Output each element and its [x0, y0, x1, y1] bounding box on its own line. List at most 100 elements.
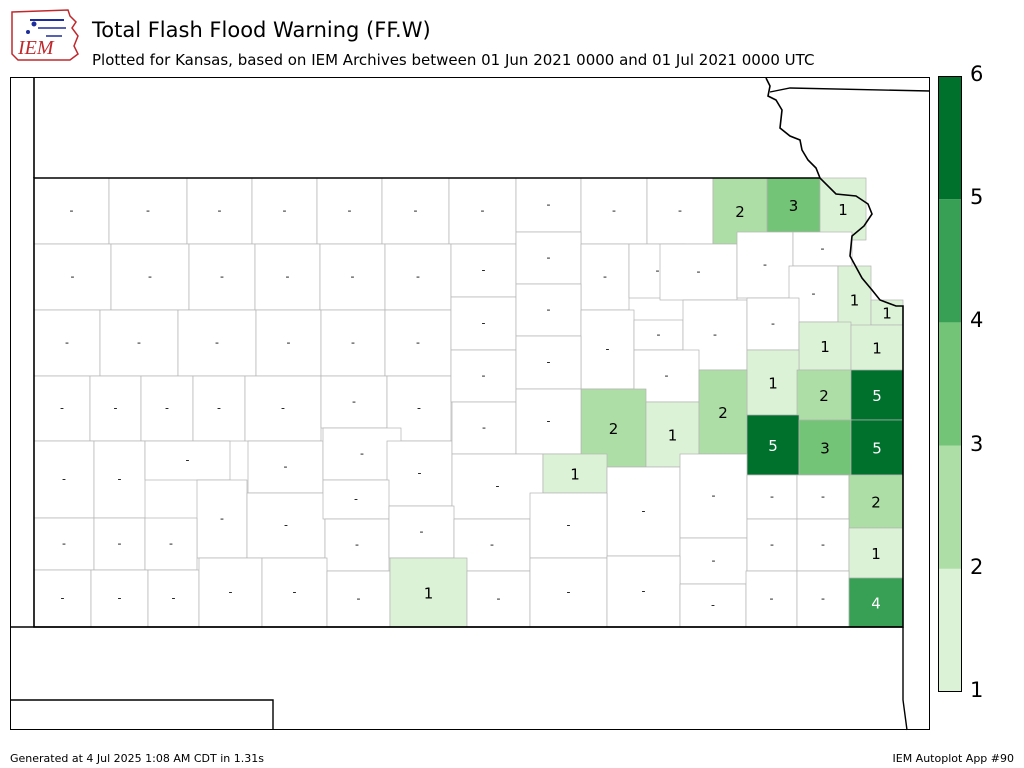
- county-shape: [196, 479, 248, 559]
- county: -: [450, 296, 517, 351]
- county: -: [144, 517, 198, 571]
- county-shape: [745, 570, 798, 628]
- county-count-label: 4: [871, 595, 881, 613]
- county-shape: [848, 527, 904, 579]
- county-count-label: 1: [850, 292, 860, 310]
- county-count-label: -: [417, 402, 421, 415]
- county-shape: [542, 453, 608, 494]
- county: 5: [746, 414, 800, 476]
- county-count-label: -: [567, 586, 571, 599]
- map-frame: [10, 77, 930, 730]
- county-count-label: -: [711, 599, 715, 612]
- county-shape: [246, 492, 326, 559]
- county-count-label: -: [220, 270, 224, 283]
- county: -: [792, 231, 853, 267]
- county: -: [261, 557, 328, 628]
- county: -: [746, 297, 800, 351]
- county: -: [529, 492, 608, 559]
- county-count-label: -: [65, 336, 69, 349]
- county-shape: [766, 177, 821, 233]
- county-shape: [144, 440, 231, 481]
- county-shape: [529, 492, 608, 559]
- county: -: [451, 401, 517, 455]
- county-count-label: -: [146, 204, 150, 217]
- county-count-label: 1: [882, 305, 892, 323]
- county-count-label: -: [821, 592, 825, 605]
- map-title: Total Flash Flood Warning (FF.W): [92, 18, 431, 42]
- county-count-label: -: [218, 204, 222, 217]
- county-count-label: -: [482, 264, 486, 277]
- svg-text:IEM: IEM: [17, 37, 55, 59]
- county-shape: [389, 557, 468, 628]
- county-count-label: -: [420, 525, 424, 538]
- county-shape: [326, 570, 391, 628]
- county-count-label: -: [348, 204, 352, 217]
- county-count-label: -: [165, 402, 169, 415]
- county-count-label: -: [547, 198, 551, 211]
- county-count-label: -: [360, 447, 364, 460]
- county: -: [448, 177, 517, 245]
- county-count-label: -: [771, 317, 775, 330]
- county: -: [515, 231, 582, 285]
- county-shape: [798, 321, 852, 371]
- colorbar-tick-label: 5: [970, 185, 984, 210]
- county-shape: [254, 243, 321, 311]
- county-count-label: 1: [768, 375, 778, 393]
- county-shape: [746, 474, 798, 520]
- county-count-label: 2: [735, 203, 745, 221]
- county-count-label: 1: [871, 545, 881, 563]
- county-shape: [792, 231, 853, 267]
- county-shape: [850, 419, 904, 476]
- county-count-label: -: [821, 538, 825, 551]
- county: -: [796, 570, 850, 628]
- county: 5: [850, 419, 904, 476]
- county: -: [580, 309, 635, 390]
- county-count-label: -: [283, 204, 287, 217]
- colorbar-segment: [938, 568, 962, 692]
- county: -: [796, 474, 850, 520]
- county: -: [679, 537, 748, 585]
- county-shape: [320, 309, 386, 377]
- county-count-label: -: [62, 473, 66, 486]
- county-count-label: -: [697, 265, 701, 278]
- county: -: [324, 518, 390, 572]
- colorbar-segment: [938, 76, 962, 200]
- county-count-label: -: [612, 204, 616, 217]
- county: -: [144, 440, 231, 481]
- county: -: [515, 177, 582, 233]
- county: -: [33, 517, 95, 571]
- county-count-label: -: [416, 336, 420, 349]
- county-count-label: -: [351, 336, 355, 349]
- county: -: [606, 466, 681, 557]
- county-count-label: -: [665, 369, 669, 382]
- county-shape: [388, 505, 455, 559]
- county-count-label: -: [61, 592, 65, 605]
- county-count-label: -: [118, 473, 122, 486]
- county-count-label: -: [821, 490, 825, 503]
- map-subtitle: Plotted for Kansas, based on IEM Archive…: [92, 51, 815, 69]
- county-shape: [322, 479, 390, 520]
- county: -: [451, 453, 544, 520]
- county-shape: [319, 243, 386, 311]
- county-count-label: -: [712, 554, 716, 567]
- county-count-label: -: [567, 519, 571, 532]
- county-shape: [580, 243, 630, 311]
- county: 3: [798, 419, 852, 476]
- county-shape: [261, 557, 328, 628]
- county: 1: [798, 321, 852, 371]
- county-shape: [192, 375, 246, 442]
- county-count-label: -: [481, 204, 485, 217]
- county-count-label: -: [678, 204, 682, 217]
- county: -: [196, 479, 248, 559]
- county: -: [198, 557, 263, 628]
- county-shape: [515, 231, 582, 285]
- county-count-label: -: [547, 251, 551, 264]
- county-shape: [177, 309, 257, 377]
- county-count-label: -: [287, 336, 291, 349]
- county-count-label: -: [118, 537, 122, 550]
- county: -: [515, 388, 582, 455]
- county-shape: [320, 375, 388, 429]
- county-count-label: -: [281, 402, 285, 415]
- county: -: [188, 243, 256, 311]
- county-shape: [698, 369, 748, 455]
